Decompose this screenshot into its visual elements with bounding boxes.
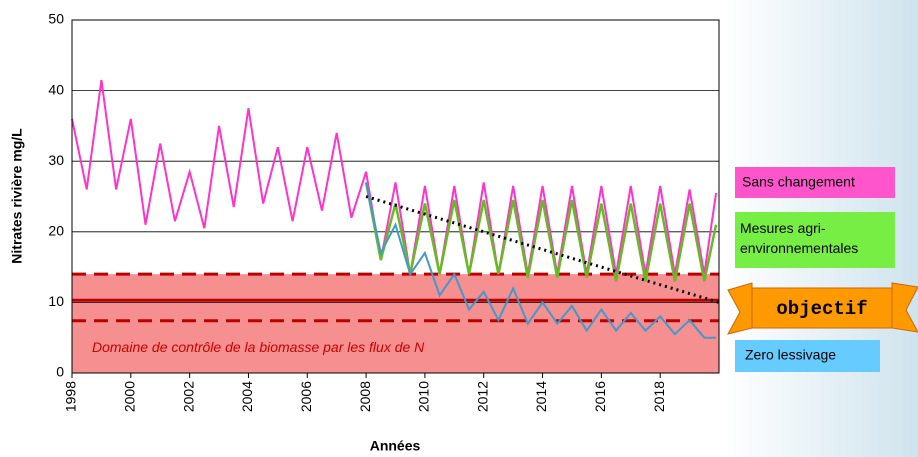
legend-label: Zero lessivage	[745, 347, 836, 363]
chart: 0 10 20 30 40 50 1998 2000 2002 2004 2006 2008 2010 2…	[0, 0, 918, 457]
y-tick-label: 10	[48, 293, 64, 309]
x-tick-label: 2004	[239, 381, 255, 412]
y-tick-label: 20	[48, 223, 64, 239]
y-axis-title: Nitrates rivière mg/L	[9, 128, 25, 264]
y-tick-label: 30	[48, 152, 64, 168]
x-tick-label: 1998	[63, 381, 79, 412]
x-tick-label: 2010	[416, 381, 432, 412]
x-tick-label: 2014	[533, 381, 549, 412]
legend-label-wrap: Mesures agri-environnementales	[740, 218, 892, 266]
series-line	[72, 80, 716, 274]
y-tick-label: 0	[56, 364, 64, 380]
y-tick-label: 40	[48, 81, 64, 97]
y-tick-label: 50	[48, 11, 64, 27]
x-tick-label: 2006	[298, 381, 314, 412]
annotation: Domaine de contrôle de la biomasse par l…	[92, 339, 425, 355]
x-tick-label: 2008	[357, 381, 373, 412]
legend-label: Sans changement	[742, 174, 855, 190]
x-tick-label: 2018	[651, 381, 667, 412]
x-tick-label: 2016	[592, 381, 608, 412]
x-tick-label: 2012	[474, 381, 490, 412]
x-tick-label: 2000	[122, 381, 138, 412]
x-tick-label: 2002	[180, 381, 196, 412]
objective-label: objectif	[776, 298, 867, 320]
x-axis-title: Années	[370, 438, 421, 454]
legend-label: Mesures agri-environnementales	[740, 218, 892, 258]
